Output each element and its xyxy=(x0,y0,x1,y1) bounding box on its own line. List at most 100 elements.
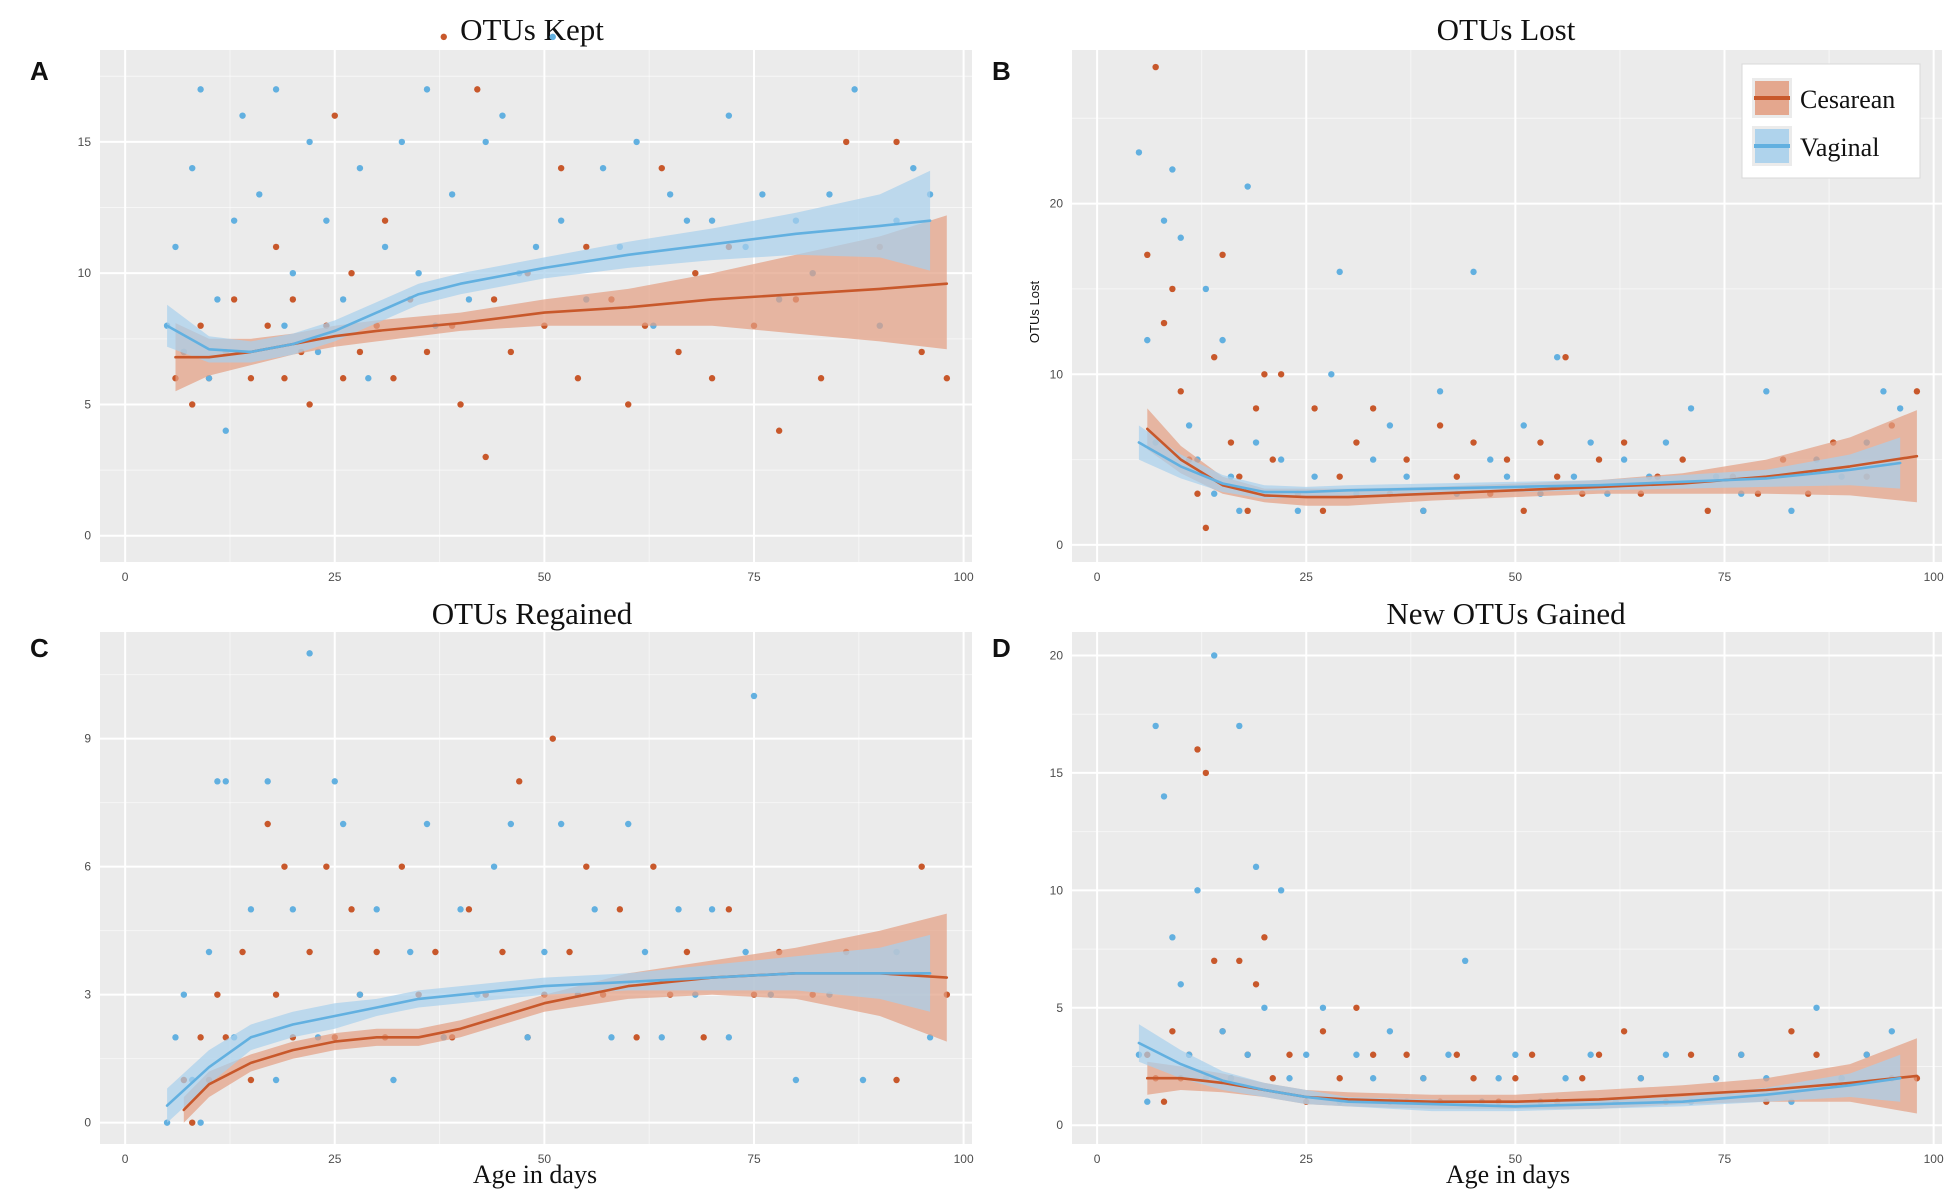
point-cesarean xyxy=(189,1119,196,1126)
point-cesarean xyxy=(1269,456,1276,463)
point-vaginal xyxy=(1169,934,1176,941)
point-cesarean xyxy=(1595,1051,1603,1058)
legend: Cesarean Vaginal xyxy=(1741,63,1921,179)
point-vaginal xyxy=(1202,285,1210,293)
point-vaginal xyxy=(1336,268,1343,276)
point-cesarean xyxy=(440,33,447,41)
point-vaginal xyxy=(1386,1028,1394,1035)
point-vaginal xyxy=(1160,793,1168,800)
x-tick-label: 100 xyxy=(954,570,974,584)
point-vaginal xyxy=(289,906,297,913)
x-tick-label: 0 xyxy=(122,1152,129,1166)
point-cesarean xyxy=(1788,1028,1795,1035)
panel-background-d xyxy=(1072,632,1942,1144)
point-cesarean xyxy=(1194,746,1201,753)
point-cesarean xyxy=(893,138,900,146)
point-cesarean xyxy=(708,375,716,382)
point-cesarean xyxy=(692,269,699,277)
point-vaginal xyxy=(1244,183,1251,190)
point-vaginal xyxy=(1353,1051,1360,1058)
point-cesarean xyxy=(1144,251,1151,258)
point-cesarean xyxy=(1202,524,1210,532)
point-vaginal xyxy=(272,1076,280,1084)
point-cesarean xyxy=(1236,957,1243,965)
point-vaginal xyxy=(708,217,716,224)
point-cesarean xyxy=(1286,1051,1293,1058)
x-tick-label: 0 xyxy=(1094,1152,1101,1166)
point-cesarean xyxy=(557,164,565,172)
point-cesarean xyxy=(247,375,255,382)
x-tick-label: 50 xyxy=(538,570,552,584)
point-cesarean xyxy=(390,375,397,382)
panel-letter-a: A xyxy=(30,56,49,86)
point-vaginal xyxy=(1185,422,1193,429)
x-tick-label: 25 xyxy=(328,570,342,584)
point-vaginal xyxy=(507,820,515,828)
smooth-line-vaginal xyxy=(1137,441,1902,494)
point-vaginal xyxy=(457,906,464,913)
point-cesarean xyxy=(1353,1004,1360,1011)
plot-area-d: 0 25 50 75 100 0 5 10 15 20 xyxy=(1050,632,1944,1166)
point-cesarean xyxy=(1244,507,1251,514)
point-cesarean xyxy=(1177,388,1184,395)
point-cesarean xyxy=(650,863,657,870)
point-vaginal xyxy=(608,1034,615,1041)
y-tick-label: 0 xyxy=(1056,1118,1063,1132)
point-vaginal xyxy=(1244,1051,1251,1058)
point-vaginal xyxy=(281,322,288,329)
point-cesarean xyxy=(1160,1098,1168,1105)
point-vaginal xyxy=(1144,1098,1151,1105)
point-vaginal xyxy=(1587,1051,1594,1058)
point-cesarean xyxy=(457,401,464,408)
point-cesarean xyxy=(1520,507,1527,514)
point-vaginal xyxy=(407,948,414,956)
y-axis-label-b: OTUs Lost xyxy=(1027,281,1042,344)
legend-label-cesarean: Cesarean xyxy=(1800,85,1895,114)
point-cesarean xyxy=(1277,371,1285,378)
point-vaginal xyxy=(381,243,389,251)
point-cesarean xyxy=(423,348,431,356)
point-vaginal xyxy=(675,906,682,913)
point-cesarean xyxy=(306,401,313,408)
y-tick-label: 15 xyxy=(78,135,92,149)
point-vaginal xyxy=(910,164,917,172)
point-cesarean xyxy=(700,1034,707,1041)
point-vaginal xyxy=(1520,422,1527,429)
point-vaginal xyxy=(1712,1075,1720,1082)
point-cesarean xyxy=(465,906,473,913)
point-cesarean xyxy=(1913,388,1921,395)
point-vaginal xyxy=(365,375,372,382)
point-cesarean xyxy=(1152,63,1159,71)
point-cesarean xyxy=(272,991,280,998)
point-vaginal xyxy=(356,991,364,998)
point-cesarean xyxy=(230,296,238,303)
panel-title-a: OTUs Kept xyxy=(460,12,604,47)
point-vaginal xyxy=(759,191,766,198)
point-vaginal xyxy=(1135,149,1143,156)
point-vaginal xyxy=(172,243,179,251)
y-tick-label: 5 xyxy=(1056,1001,1063,1015)
point-vaginal xyxy=(826,191,833,198)
point-vaginal xyxy=(1763,388,1770,395)
point-cesarean xyxy=(247,1076,255,1084)
point-vaginal xyxy=(633,138,640,146)
point-vaginal xyxy=(792,1076,800,1084)
point-cesarean xyxy=(1211,957,1218,965)
plot-area-c: 0 25 50 75 100 0 3 6 9 xyxy=(84,632,974,1166)
point-vaginal xyxy=(1553,354,1561,361)
point-vaginal xyxy=(1620,456,1628,463)
point-cesarean xyxy=(1679,456,1686,463)
point-cesarean xyxy=(918,863,925,870)
legend-label-vaginal: Vaginal xyxy=(1800,133,1879,162)
point-vaginal xyxy=(172,1034,179,1041)
point-cesarean xyxy=(1319,507,1327,514)
point-vaginal xyxy=(1277,887,1285,894)
point-vaginal xyxy=(1495,1075,1502,1082)
point-vaginal xyxy=(1880,388,1887,395)
point-cesarean xyxy=(1687,1051,1695,1058)
panel-letter-b: B xyxy=(992,56,1011,86)
point-cesarean xyxy=(516,778,523,785)
point-vaginal xyxy=(189,164,196,172)
point-vaginal xyxy=(1211,490,1218,497)
